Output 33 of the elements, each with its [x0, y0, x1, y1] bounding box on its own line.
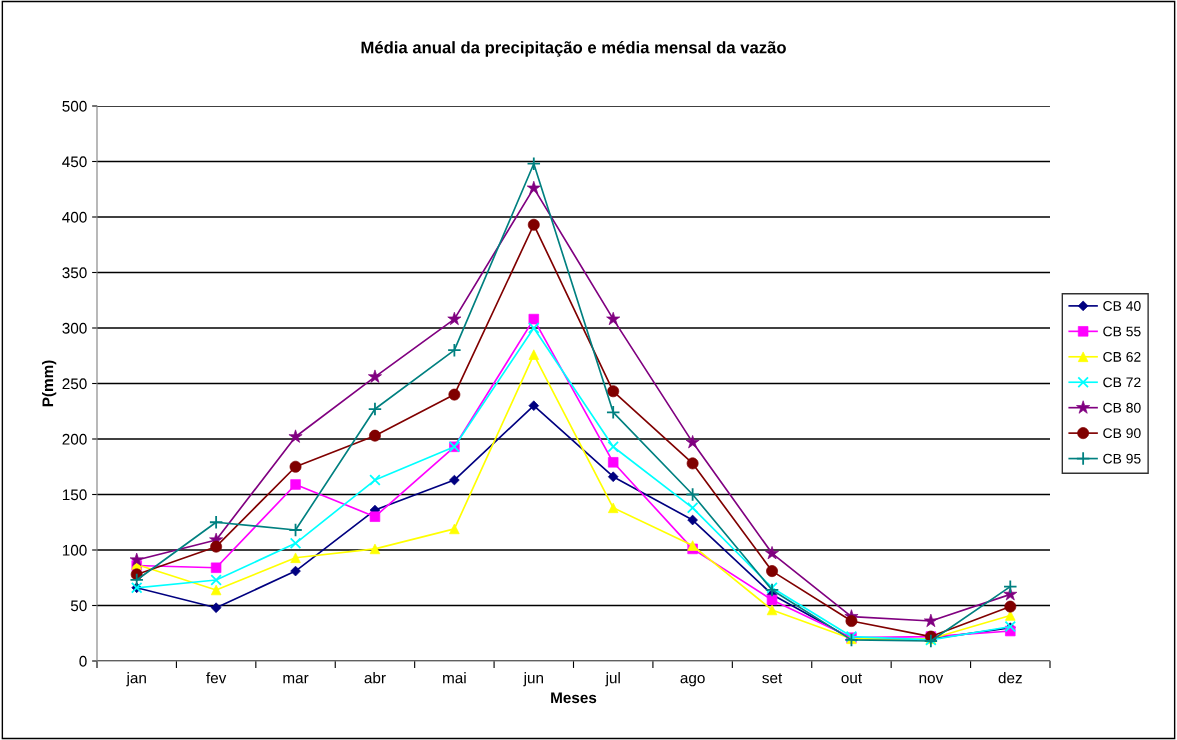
- x-tick-label: jun: [523, 672, 543, 687]
- y-tick-label: 500: [62, 100, 87, 112]
- x-tick-label: nov: [919, 674, 944, 684]
- y-tick-label: 150: [62, 489, 87, 501]
- x-tick-label: dez: [998, 672, 1022, 684]
- x-tick-label: out: [841, 673, 862, 684]
- legend-label: CB 62: [1103, 351, 1141, 362]
- legend-label: CB 80: [1103, 402, 1141, 413]
- x-tick-label: mai: [443, 672, 466, 684]
- x-tick-label: set: [762, 673, 783, 684]
- y-tick-label: 350: [62, 267, 87, 279]
- y-tick-label: 250: [62, 378, 87, 390]
- x-tick-label: fev: [206, 672, 227, 684]
- x-tick-label: jul: [605, 672, 620, 687]
- x-tick-label: mar: [283, 674, 309, 684]
- legend-label: CB 72: [1103, 377, 1141, 388]
- legend-label: CB 40: [1103, 301, 1141, 311]
- y-tick-label: 50: [70, 600, 87, 612]
- y-tick-label: 300: [62, 322, 87, 334]
- y-tick-label: 450: [62, 156, 87, 168]
- y-tick-label: 200: [62, 433, 87, 445]
- x-tick-label: ago: [680, 674, 705, 687]
- y-tick-label: 100: [62, 544, 87, 556]
- x-axis-title: Meses: [551, 692, 597, 704]
- y-tick-label: 400: [62, 211, 87, 223]
- legend-label: CB 95: [1103, 453, 1141, 464]
- chart-title: Média anual da precipitação e média mensal da vazão: [361, 41, 786, 57]
- y-tick-label: 0: [79, 655, 87, 667]
- x-tick-label: jan: [126, 672, 146, 687]
- legend-label: CB 90: [1103, 428, 1141, 439]
- legend-label: CB 55: [1103, 326, 1141, 337]
- y-axis-title: P(mm): [41, 360, 57, 407]
- x-tick-label: abr: [364, 672, 386, 684]
